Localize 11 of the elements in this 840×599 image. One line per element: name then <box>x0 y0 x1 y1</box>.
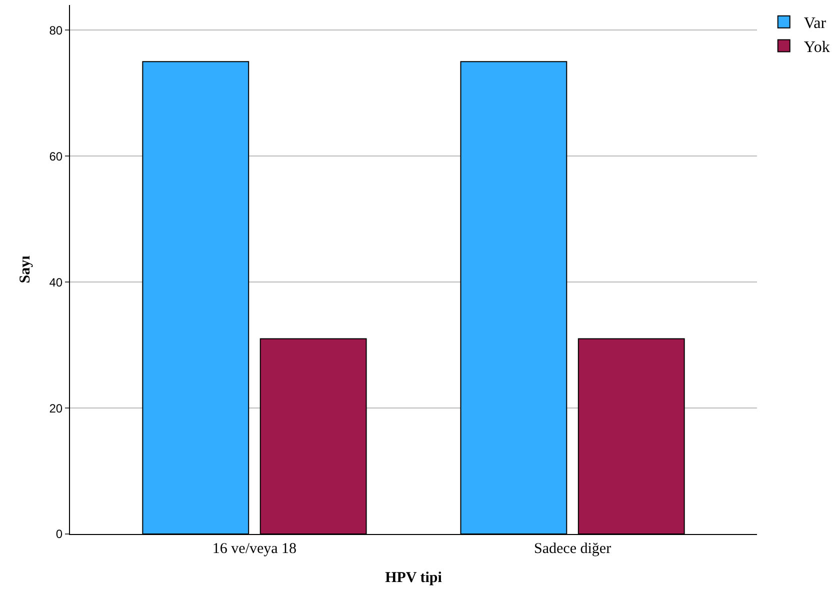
y-tick-label: 40 <box>49 275 63 290</box>
x-axis-title: HPV tipi <box>385 570 442 586</box>
y-tick-label: 60 <box>49 149 63 164</box>
y-axis-title: Sayı <box>17 256 34 284</box>
x-tick-label: 16 ve/veya 18 <box>212 541 297 557</box>
x-tick-label: Sadece diğer <box>534 541 612 557</box>
legend-label: Yok <box>804 38 830 56</box>
y-tick-label: 20 <box>49 401 63 416</box>
legend-label: Var <box>804 15 827 32</box>
y-tick-label: 80 <box>49 23 63 38</box>
y-tick-label: 0 <box>56 527 63 542</box>
